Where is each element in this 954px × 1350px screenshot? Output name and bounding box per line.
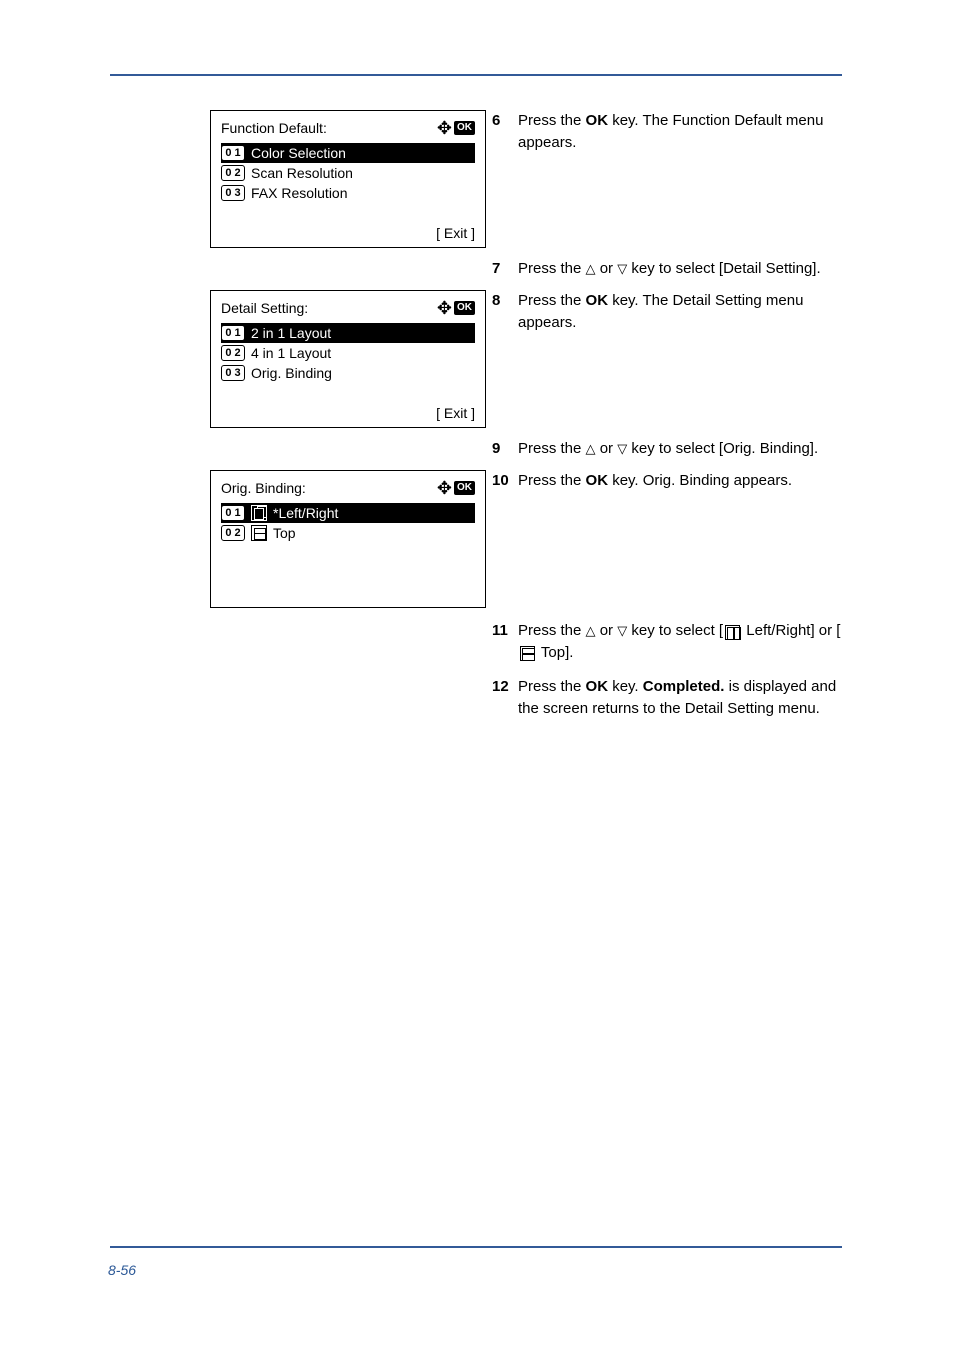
lcd3-menu-row: 0 2 Top [221, 523, 475, 543]
row-label: FAX Resolution [251, 185, 348, 201]
top-icon [251, 525, 267, 541]
dpad-icon: ✥ [437, 119, 452, 137]
dpad-icon: ✥ [437, 479, 452, 497]
lcd3-nav-glyphs: ✥ OK [437, 479, 475, 497]
instruction-step: 12Press the OK key. Completed. is displa… [518, 676, 844, 720]
step-number: 6 [492, 110, 500, 132]
footer-page-number: 8-56 [108, 1262, 136, 1278]
lcd1-menu-row: 0 1 Color Selection [221, 143, 475, 163]
instruction-step: 6Press the OK key. The Function Default … [518, 110, 844, 154]
step-text: Press the OK key. The Detail Setting men… [518, 292, 803, 331]
divider-bottom [110, 1246, 842, 1248]
step-number: 9 [492, 438, 500, 460]
lcd3-title: Orig. Binding: [221, 480, 306, 496]
step-number: 12 [492, 676, 509, 698]
row-label: Orig. Binding [251, 365, 332, 381]
row-index-badge: 0 2 [221, 345, 245, 361]
row-label: Top [273, 525, 296, 541]
instruction-step: 8Press the OK key. The Detail Setting me… [518, 290, 844, 334]
instruction-step: 7Press the △ or ▽ key to select [Detail … [518, 258, 844, 280]
lcd2-exit: [ Exit ] [436, 405, 475, 421]
lcd-panel-1: Function Default: ✥ OK 0 1 Color Selectio… [210, 110, 486, 248]
lcd2-nav-glyphs: ✥ OK [437, 299, 475, 317]
lcd2-menu-row: 0 3 Orig. Binding [221, 363, 475, 383]
instruction-step: 10Press the OK key. Orig. Binding appear… [518, 470, 844, 492]
step-text: Press the △ or ▽ key to select [ Left/Ri… [518, 622, 840, 661]
lcd1-menu-row: 0 3 FAX Resolution [221, 183, 475, 203]
step-text: Press the OK key. Orig. Binding appears. [518, 472, 792, 489]
pages-icon [251, 505, 267, 521]
row-label: Color Selection [251, 145, 346, 161]
lcd3-menu-row: 0 1 *Left/Right [221, 503, 475, 523]
row-index-badge: 0 3 [221, 365, 245, 381]
instruction-step: 11Press the △ or ▽ key to select [ Left/… [518, 620, 844, 664]
step-text: Press the △ or ▽ key to select [Detail S… [518, 260, 821, 277]
lcd2-title: Detail Setting: [221, 300, 308, 316]
lcd2-menu-row: 0 2 4 in 1 Layout [221, 343, 475, 363]
lcd-panel-3: Orig. Binding: ✥ OK 0 1 *Left/Right 0 2 Top [210, 470, 486, 608]
row-label: *Left/Right [273, 505, 338, 521]
row-index-badge: 0 1 [221, 145, 245, 161]
row-index-badge: 0 2 [221, 165, 245, 181]
row-label: Scan Resolution [251, 165, 353, 181]
divider-top [110, 74, 842, 76]
ok-icon: OK [454, 121, 475, 135]
ok-icon: OK [454, 301, 475, 315]
step-number: 7 [492, 258, 500, 280]
lcd2-menu-row: 0 1 2 in 1 Layout [221, 323, 475, 343]
step-text: Press the OK key. Completed. is displaye… [518, 678, 836, 717]
row-index-badge: 0 2 [221, 525, 245, 541]
lcd1-title: Function Default: [221, 120, 327, 136]
lcd1-exit: [ Exit ] [436, 225, 475, 241]
step-text: Press the OK key. The Function Default m… [518, 112, 823, 151]
row-index-badge: 0 1 [221, 505, 245, 521]
step-number: 11 [492, 620, 508, 642]
ok-icon: OK [454, 481, 475, 495]
step-number: 8 [492, 290, 500, 312]
step-number: 10 [492, 470, 509, 492]
lcd1-menu-row: 0 2 Scan Resolution [221, 163, 475, 183]
lcd-panel-2: Detail Setting: ✥ OK 0 1 2 in 1 Layout 0 2… [210, 290, 486, 428]
row-label: 2 in 1 Layout [251, 325, 331, 341]
row-index-badge: 0 1 [221, 325, 245, 341]
lcd1-nav-glyphs: ✥ OK [437, 119, 475, 137]
dpad-icon: ✥ [437, 299, 452, 317]
row-label: 4 in 1 Layout [251, 345, 331, 361]
step-text: Press the △ or ▽ key to select [Orig. Bi… [518, 440, 818, 457]
row-index-badge: 0 3 [221, 185, 245, 201]
instruction-step: 9Press the △ or ▽ key to select [Orig. B… [518, 438, 844, 460]
